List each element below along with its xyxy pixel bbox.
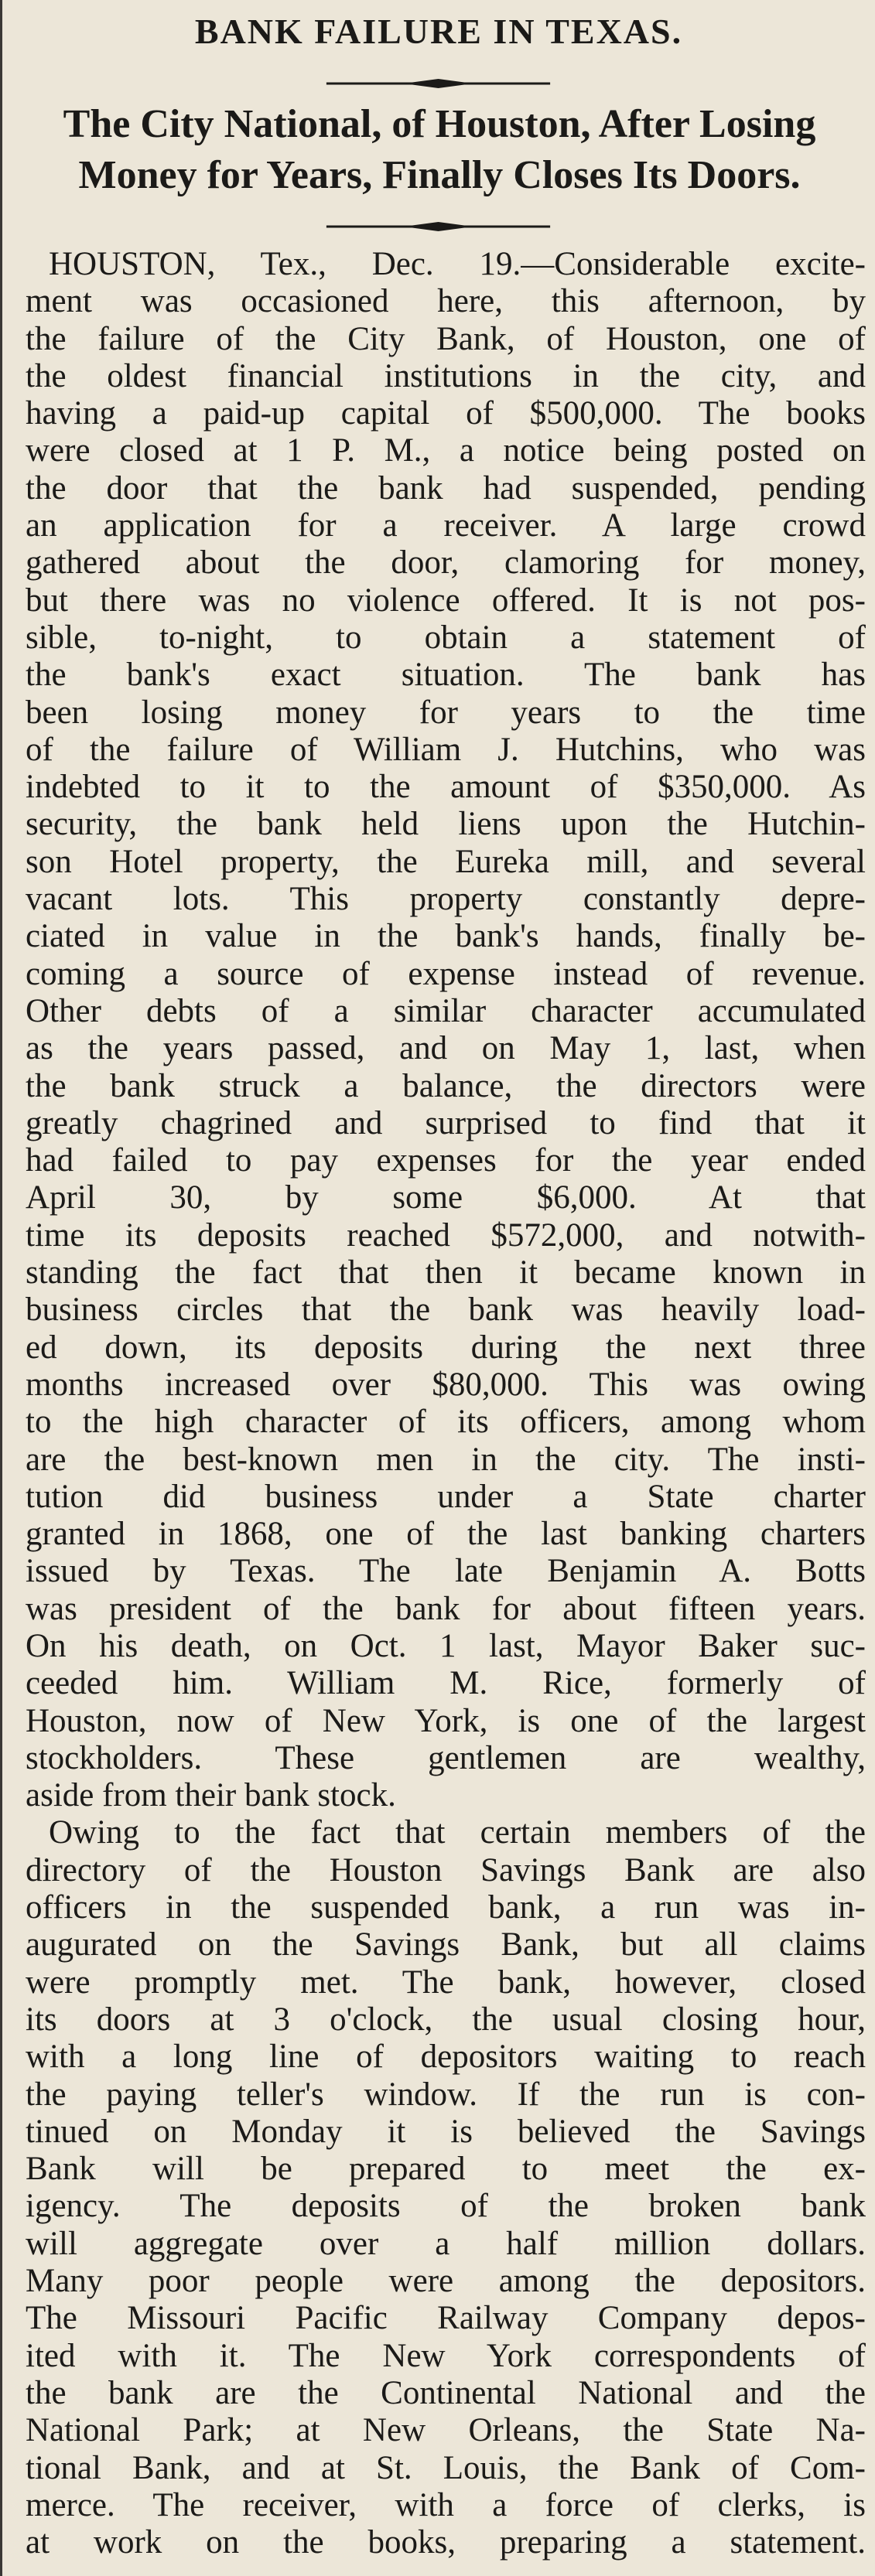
- text-line: tional Bank, and at St. Louis, the Bank …: [26, 2449, 866, 2486]
- subheadline-line: The City National, of Houston, After Los…: [63, 102, 816, 146]
- text-line: standing the fact that then it became kn…: [26, 1254, 866, 1291]
- text-line: HOUSTON, Tex., Dec. 19.—Considerable exc…: [49, 246, 866, 282]
- text-line: National Park; at New Orleans, the State…: [26, 2412, 866, 2449]
- text-line: as the years passed, and on May 1, last,…: [26, 1030, 866, 1067]
- text-line: of the failure of William J. Hutchins, w…: [26, 731, 866, 768]
- separator: [326, 79, 551, 88]
- text-line: time its deposits reached $572,000, and …: [26, 1216, 866, 1254]
- text-line: coming a source of expense instead of re…: [26, 955, 866, 992]
- text-line: the bank are the Continental National an…: [26, 2374, 866, 2411]
- text-line: Other debts of a similar character accum…: [26, 992, 866, 1029]
- text-line: the door that the bank had suspended, pe…: [26, 469, 866, 507]
- text-line: its doors at 3 o'clock, the usual closin…: [26, 2001, 866, 2038]
- text-line: were promptly met. The bank, however, cl…: [26, 1964, 866, 2001]
- text-line: having a paid-up capital of $500,000. Th…: [26, 395, 866, 432]
- text-line: ciated in value in the bank's hands, fin…: [26, 918, 866, 955]
- headline: BANK FAILURE IN TEXAS.: [194, 12, 683, 51]
- text-line: ceeded him. William M. Rice, formerly of: [26, 1665, 866, 1702]
- text-line: sible, to-night, to obtain a statement o…: [26, 619, 866, 656]
- text-line: were closed at 1 P. M., a notice being p…: [26, 432, 866, 469]
- text-line: On his death, on Oct. 1 last, Mayor Bake…: [26, 1627, 866, 1664]
- text-line: business circles that the bank was heavi…: [26, 1291, 866, 1329]
- text-line: Bank will be prepared to meet the ex-: [26, 2151, 866, 2188]
- text-line: ited with it. The New York correspondent…: [26, 2337, 866, 2374]
- text-line: the bank's exact situation. The bank has: [26, 657, 866, 694]
- text-line: the paying teller's window. If the run i…: [26, 2076, 866, 2113]
- text-line: was president of the bank for about fift…: [26, 1590, 866, 1627]
- text-line: tinued on Monday it is believed the Savi…: [26, 2113, 866, 2150]
- text-line: Houston, now of New York, is one of the …: [26, 1702, 866, 1739]
- text-line: stockholders. These gentlemen are wealth…: [26, 1739, 866, 1776]
- text-line: been losing money for years to the time: [26, 694, 866, 731]
- text-line: augurated on the Savings Bank, but all c…: [26, 1926, 866, 1964]
- text-line: aside from their bank stock.: [26, 1777, 396, 1814]
- text-line: the oldest financial institutions in the…: [26, 357, 866, 394]
- text-line: officers in the suspended bank, a run wa…: [26, 1889, 866, 1926]
- subheadline: The City National, of Houston, After Los…: [18, 99, 861, 201]
- text-line: merce. The receiver, with a force of cle…: [26, 2486, 866, 2523]
- text-line: The Missouri Pacific Railway Company dep…: [26, 2300, 866, 2337]
- text-line: igency. The deposits of the broken bank: [26, 2188, 866, 2225]
- text-line: issued by Texas. The late Benjamin A. Bo…: [26, 1553, 866, 1590]
- text-line: at work on the books, preparing a statem…: [26, 2524, 866, 2561]
- text-line: will aggregate over a half million dolla…: [26, 2225, 866, 2262]
- text-line: directory of the Houston Savings Bank ar…: [26, 1851, 866, 1888]
- text-line: indebted to it to the amount of $350,000…: [26, 769, 866, 806]
- text-line: Owing to the fact that certain members o…: [49, 1814, 866, 1851]
- text-line: security, the bank held liens upon the H…: [26, 806, 866, 843]
- text-line: but there was no violence offered. It is…: [26, 582, 866, 619]
- text-line: Many poor people were among the deposito…: [26, 2263, 866, 2300]
- text-line: are the best-known men in the city. The …: [26, 1441, 866, 1478]
- text-line: months increased over $80,000. This was …: [26, 1366, 866, 1403]
- text-line: ment was occasioned here, this afternoon…: [26, 283, 866, 320]
- text-line: son Hotel property, the Eureka mill, and…: [26, 843, 866, 880]
- text-line: the bank struck a balance, the directors…: [26, 1067, 866, 1104]
- text-line: had failed to pay expenses for the year …: [26, 1142, 866, 1179]
- subheadline-line: Money for Years, Finally Closes Its Door…: [78, 153, 801, 197]
- text-line: an application for a receiver. A large c…: [26, 507, 866, 544]
- text-line: granted in 1868, one of the last banking…: [26, 1516, 866, 1553]
- text-line: gathered about the door, clamoring for m…: [26, 544, 866, 582]
- article-body: HOUSTON, Tex., Dec. 19.—Considerable exc…: [26, 246, 866, 2561]
- text-line: vacant lots. This property constantly de…: [26, 881, 866, 918]
- separator: [326, 222, 551, 231]
- text-line: to the high character of its officers, a…: [26, 1404, 866, 1441]
- text-line: ed down, its deposits during the next th…: [26, 1329, 866, 1366]
- text-line: with a long line of depositors waiting t…: [26, 2039, 866, 2076]
- text-line: April 30, by some $6,000. At that: [26, 1179, 866, 1216]
- text-line: the failure of the City Bank, of Houston…: [26, 320, 866, 357]
- text-line: tution did business under a State charte…: [26, 1478, 866, 1515]
- text-line: greatly chagrined and surprised to find …: [26, 1104, 866, 1141]
